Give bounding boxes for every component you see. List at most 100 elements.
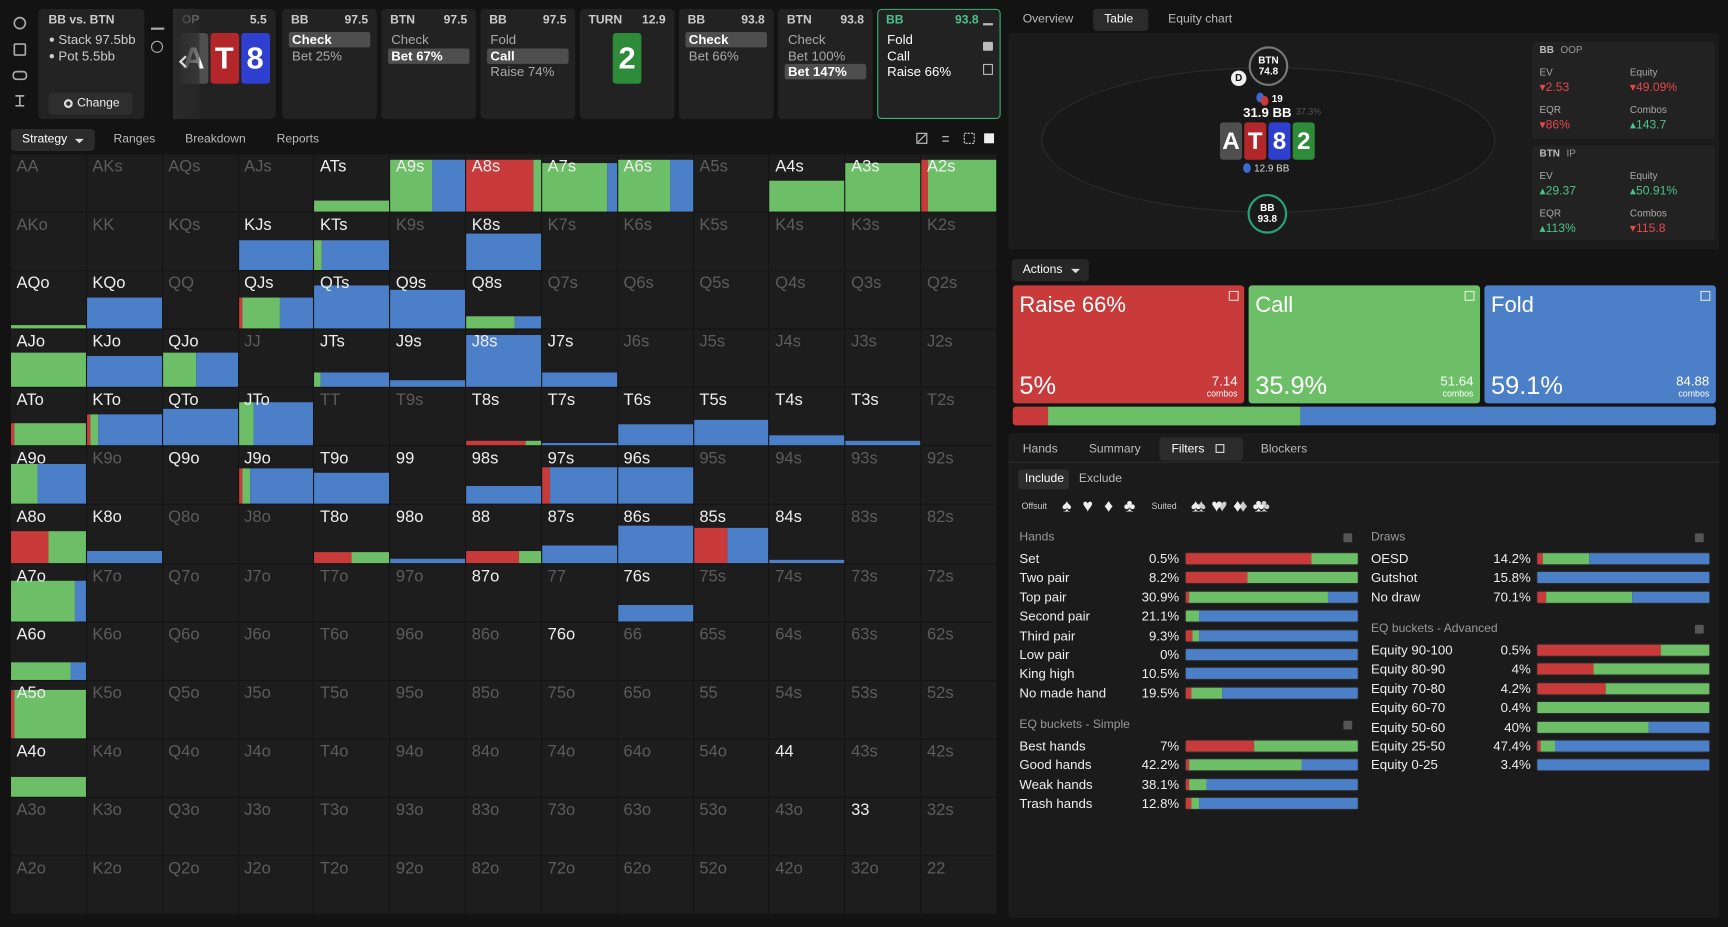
- hand-cell[interactable]: [390, 622, 466, 680]
- hand-cell[interactable]: [693, 212, 769, 271]
- hand-cell[interactable]: [769, 329, 845, 388]
- history-step[interactable]: [678, 8, 774, 120]
- section-toggle[interactable]: [1343, 533, 1353, 543]
- hand-cell[interactable]: [86, 622, 162, 680]
- hand-cell[interactable]: [769, 271, 845, 329]
- action-option[interactable]: Fold: [490, 31, 517, 48]
- hand-cell[interactable]: [238, 856, 314, 914]
- hand-cell[interactable]: [314, 856, 390, 914]
- hand-cell[interactable]: [86, 856, 162, 914]
- hand-cell[interactable]: [845, 797, 921, 856]
- hand-cell[interactable]: [921, 797, 997, 856]
- hand-cell[interactable]: [542, 856, 617, 914]
- hand-cell[interactable]: [617, 212, 693, 271]
- hand-cell[interactable]: [390, 680, 466, 739]
- hand-cell[interactable]: [769, 856, 845, 914]
- hand-cell[interactable]: [542, 563, 617, 622]
- hand-cell[interactable]: [542, 271, 617, 329]
- hand-cell[interactable]: [162, 563, 238, 622]
- action-option[interactable]: Bet 67%: [391, 47, 443, 64]
- hand-cell[interactable]: [921, 388, 997, 446]
- hand-cell[interactable]: [11, 856, 86, 914]
- hand-cell[interactable]: [238, 680, 314, 739]
- hand-cell[interactable]: [845, 329, 921, 388]
- tab[interactable]: Reports: [276, 132, 320, 147]
- hand-cell[interactable]: [390, 856, 466, 914]
- hand-cell[interactable]: [693, 329, 769, 388]
- hand-cell[interactable]: [769, 212, 845, 271]
- hand-cell[interactable]: [845, 446, 921, 505]
- history-step[interactable]: [480, 8, 576, 120]
- hand-cell[interactable]: [921, 212, 997, 271]
- info-icon[interactable]: [150, 40, 164, 53]
- hand-cell[interactable]: [542, 739, 617, 797]
- hand-cell[interactable]: [845, 271, 921, 329]
- hand-cell[interactable]: [921, 680, 997, 739]
- hand-cell[interactable]: [542, 388, 617, 446]
- suit-filter[interactable]: ♥: [1211, 497, 1222, 516]
- section-toggle[interactable]: [1694, 624, 1704, 634]
- hand-cell[interactable]: [769, 446, 845, 505]
- hand-cell[interactable]: [314, 563, 390, 622]
- action-option[interactable]: Check: [688, 31, 729, 48]
- hand-cell[interactable]: [11, 212, 86, 271]
- history-step[interactable]: [381, 8, 477, 120]
- hand-cell[interactable]: [162, 154, 238, 212]
- hand-cell[interactable]: [86, 680, 162, 739]
- hand-cell[interactable]: [542, 212, 617, 271]
- hand-cell[interactable]: [466, 388, 541, 446]
- hand-cell[interactable]: [390, 212, 466, 271]
- hand-cell[interactable]: [617, 271, 693, 329]
- action-option[interactable]: Check: [787, 31, 826, 48]
- hand-cell[interactable]: [390, 739, 466, 797]
- hand-cell[interactable]: [162, 797, 238, 856]
- hand-cell[interactable]: [86, 154, 162, 212]
- hand-cell[interactable]: [921, 271, 997, 329]
- action-option[interactable]: Bet 147%: [787, 63, 847, 80]
- change-label[interactable]: Change: [77, 96, 120, 110]
- hand-cell[interactable]: [921, 329, 997, 388]
- hand-cell[interactable]: [617, 739, 693, 797]
- action-option[interactable]: Call: [490, 47, 515, 64]
- hand-cell[interactable]: [617, 797, 693, 856]
- view-tab[interactable]: Table: [1104, 12, 1134, 26]
- hand-cell[interactable]: [769, 797, 845, 856]
- suit-filter[interactable]: ♣: [1123, 497, 1136, 516]
- hand-cell[interactable]: [921, 563, 997, 622]
- hand-cell[interactable]: [86, 739, 162, 797]
- hand-cell[interactable]: [845, 388, 921, 446]
- action-option[interactable]: Bet 66%: [688, 47, 739, 64]
- hand-cell[interactable]: [921, 446, 997, 505]
- hand-cell[interactable]: [845, 212, 921, 271]
- hand-cell[interactable]: [466, 739, 541, 797]
- hand-cell[interactable]: [162, 212, 238, 271]
- hand-cell[interactable]: [845, 856, 921, 914]
- history-step[interactable]: [877, 8, 1001, 120]
- action-option[interactable]: Call: [887, 47, 910, 64]
- hand-cell[interactable]: [921, 856, 997, 914]
- hand-cell[interactable]: [693, 622, 769, 680]
- hand-cell[interactable]: [769, 739, 845, 797]
- tab[interactable]: Ranges: [113, 132, 156, 147]
- view-tab[interactable]: Overview: [1022, 12, 1074, 26]
- book-icon[interactable]: [983, 63, 993, 75]
- suit-filter[interactable]: ♣: [1252, 497, 1265, 516]
- tab[interactable]: Breakdown: [185, 132, 246, 147]
- hand-cell[interactable]: [86, 797, 162, 856]
- hand-cell[interactable]: [238, 329, 314, 388]
- hand-cell[interactable]: [617, 680, 693, 739]
- hand-cell[interactable]: [314, 388, 390, 446]
- grid-view-icons[interactable]: [915, 131, 997, 146]
- action-option[interactable]: Bet 100%: [787, 47, 846, 64]
- lock-icon[interactable]: [983, 41, 993, 51]
- hand-cell[interactable]: [238, 797, 314, 856]
- history-step[interactable]: [282, 8, 377, 120]
- hand-cell[interactable]: [921, 622, 997, 680]
- actions-menu[interactable]: [1011, 258, 1089, 282]
- hand-cell[interactable]: [162, 680, 238, 739]
- hand-cell[interactable]: [693, 680, 769, 739]
- suit-filter[interactable]: ♥: [1082, 497, 1093, 516]
- section-toggle[interactable]: [1343, 720, 1353, 730]
- hand-cell[interactable]: [921, 739, 997, 797]
- hand-cell[interactable]: [617, 329, 693, 388]
